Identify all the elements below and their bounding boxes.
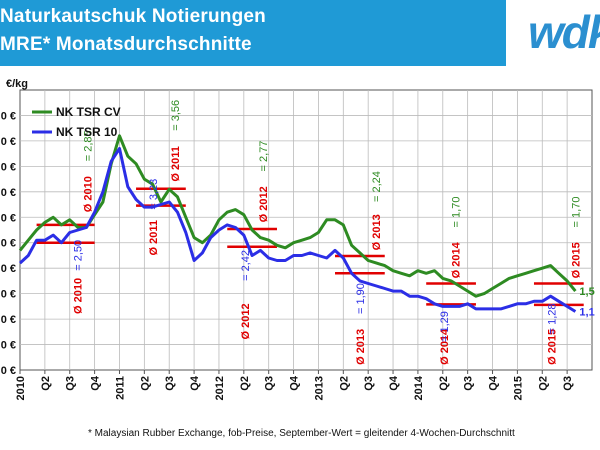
average-year-label: Ø 2010 [82,176,94,212]
x-tick-label: Q2 [139,376,151,391]
average-year-label: Ø 2011 [148,220,160,255]
x-tick-label: 2011 [114,376,126,400]
x-tick-label: Q3 [562,376,574,391]
x-tick-label: 2014 [413,375,425,400]
average-value-label: = 2,24 [371,171,383,202]
y-tick-label: 0 € [1,161,16,173]
y-tick-label: 0 € [1,340,16,352]
x-tick-label: Q4 [289,375,301,391]
y-tick-label: 0 € [1,187,16,199]
y-tick-label: 0 € [1,263,16,275]
legend-label: NK TSR CV [56,105,121,119]
x-tick-label: Q4 [90,375,102,391]
average-year-label: Ø 2015 [571,242,583,278]
x-tick-label: Q4 [189,375,201,391]
x-axis-ticks: 2010 Q2 Q3 Q4 2011 Q2 Q3 Q4 2012 Q2 Q3 Q4 2013 Q2 Q3 Q4… [15,370,574,400]
x-tick-label: 2012 [214,376,226,400]
series-end-label: 1,1 [579,306,594,318]
x-tick-label: Q3 [264,376,276,391]
y-axis-ticks: 0 € 0 € 0 € 0 € 0 € 0 € 0 € 0 € 0 € 0 € 0 € [1,110,16,377]
x-tick-label: Q2 [338,376,350,391]
x-tick-label: Q2 [40,376,52,391]
average-year-label: Ø 2013 [355,329,367,365]
average-value-label: = 2,77 [258,141,270,172]
x-tick-label: Q4 [388,375,400,391]
average-value-label: = 1,29 [439,311,451,342]
average-value-label: = 1,90 [355,283,367,314]
average-year-label: Ø 2012 [240,303,252,339]
x-tick-label: Q2 [537,376,549,391]
x-tick-label: 2013 [313,376,325,400]
average-year-label: Ø 2013 [371,214,383,250]
average-value-label: = 3,56 [170,100,182,131]
average-value-label: = 3,23 [148,179,160,210]
average-value-label: = 1,70 [571,197,583,228]
series-end-label: 1,5 [579,286,594,298]
x-tick-label: Q2 [239,376,251,391]
average-value-label: = 2,50 [72,240,84,271]
x-tick-label: Q2 [438,376,450,391]
y-tick-label: 0 € [1,238,16,250]
average-year-label: Ø 2014 [450,241,462,278]
y-tick-label: 0 € [1,314,16,326]
y-tick-label: 0 € [1,136,16,148]
average-year-label: Ø 2010 [72,278,84,314]
average-year-label: Ø 2011 [170,146,182,181]
legend-label: NK TSR 10 [56,125,118,139]
average-value-label: = 2,42 [240,250,252,281]
average-year-label: Ø 2012 [258,186,270,222]
x-tick-label: Q3 [363,376,375,391]
x-tick-label: 2010 [15,376,27,400]
average-value-label: = 1,28 [547,303,559,334]
x-tick-label: Q3 [65,376,77,391]
x-tick-label: Q3 [463,376,475,391]
y-tick-label: 0 € [1,289,16,301]
x-tick-label: Q3 [164,376,176,391]
y-tick-label: 0 € [1,365,16,377]
y-tick-label: 0 € [1,212,16,224]
x-tick-label: Q4 [488,375,500,391]
average-value-label: = 1,70 [450,197,462,228]
y-tick-label: 0 € [1,110,16,122]
footnote: * Malaysian Rubber Exchange, fob-Preise,… [88,428,515,439]
x-tick-label: 2015 [512,376,524,400]
